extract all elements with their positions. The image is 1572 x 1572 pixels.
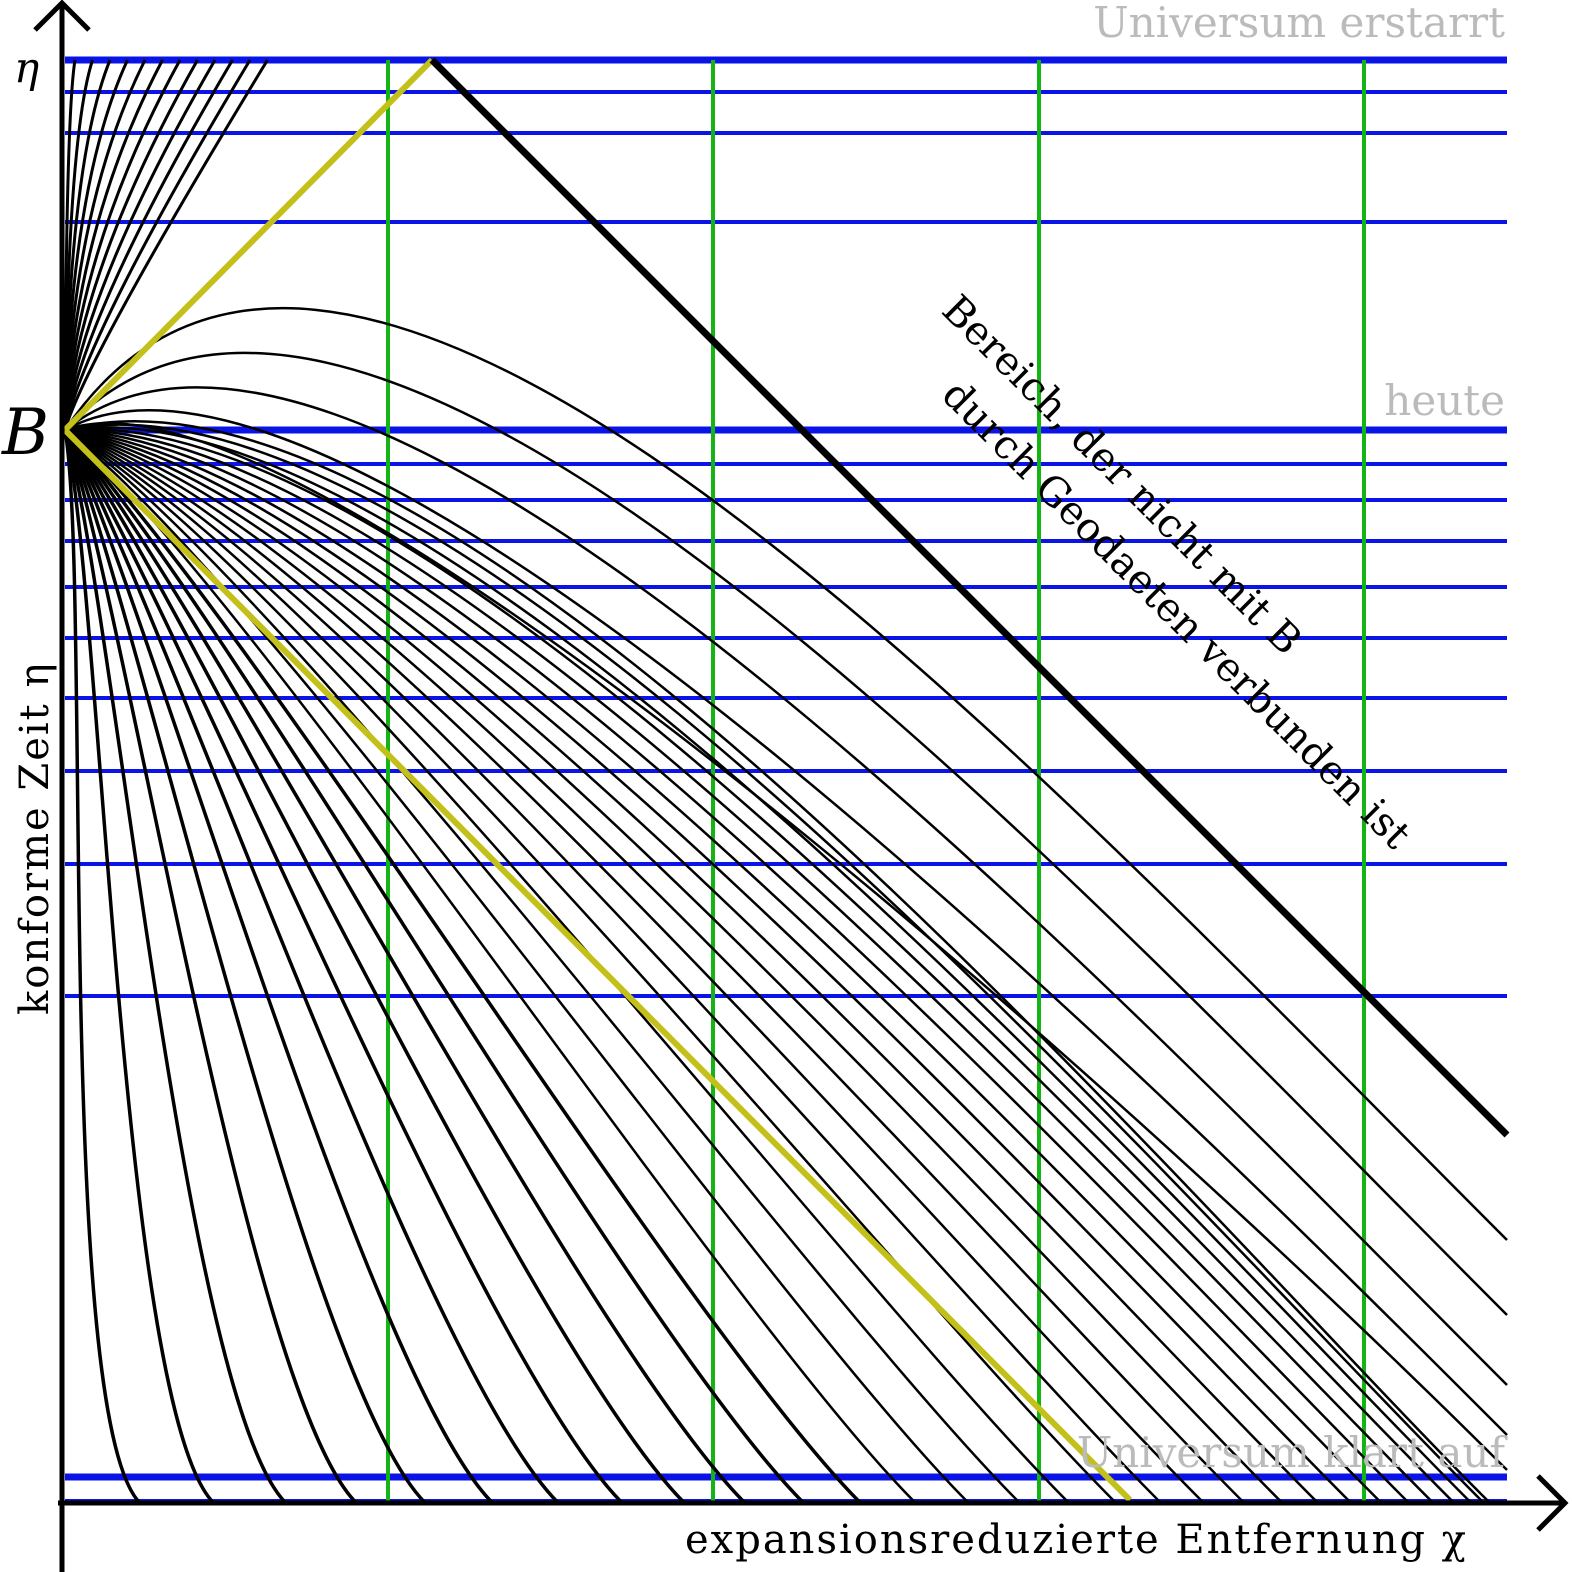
eta-label: η bbox=[14, 43, 39, 92]
geodesic bbox=[64, 428, 1284, 1504]
geodesic bbox=[64, 428, 1162, 1504]
geodesic bbox=[63, 429, 494, 1505]
geodesic bbox=[63, 428, 686, 1505]
geodesic bbox=[64, 422, 1508, 1471]
grid bbox=[65, 56, 1507, 1503]
x-axis-label: expansionsreduzierte Entfernung χ bbox=[685, 1517, 1468, 1563]
top-label: Universum erstarrt bbox=[1093, 0, 1505, 47]
geodesic bbox=[64, 428, 1319, 1504]
geodesic bbox=[64, 428, 1021, 1504]
horizon-line bbox=[429, 57, 1510, 1138]
geodesic bbox=[64, 420, 1491, 1504]
geodesic bbox=[64, 427, 1456, 1504]
y-axis bbox=[33, 0, 91, 1572]
light-cone-past bbox=[62, 427, 1133, 1503]
geodesic bbox=[64, 428, 1205, 1504]
y-axis-label: konforme Zeit η bbox=[12, 662, 58, 1015]
geodesic bbox=[64, 386, 1508, 1386]
today-label: heute bbox=[1384, 376, 1505, 425]
geodesic bbox=[63, 429, 560, 1505]
point-label: B bbox=[1, 396, 49, 470]
geodesic bbox=[64, 409, 1508, 1436]
geodesic bbox=[63, 429, 215, 1505]
geodesic bbox=[64, 423, 1485, 1504]
geodesic bbox=[63, 59, 182, 431]
geodesic bbox=[63, 59, 252, 431]
geodesic bbox=[64, 426, 1473, 1504]
geodesic bbox=[64, 428, 1246, 1504]
geodesic bbox=[63, 59, 234, 431]
geodesic bbox=[63, 429, 427, 1505]
geodesic bbox=[63, 429, 288, 1505]
x-axis bbox=[58, 1474, 1569, 1532]
geodesics bbox=[63, 59, 1508, 1505]
geodesic bbox=[63, 429, 142, 1505]
geodesic bbox=[63, 428, 805, 1505]
geodesic bbox=[64, 351, 1508, 1316]
geodesic bbox=[64, 429, 970, 1504]
geodesic bbox=[63, 429, 358, 1505]
geodesic bbox=[64, 428, 1435, 1504]
light-cone-future bbox=[62, 57, 435, 433]
geodesic bbox=[64, 428, 1410, 1504]
region-label-2: durch Geodaeten verbunden ist bbox=[933, 372, 1420, 859]
geodesic bbox=[63, 59, 269, 431]
geodesic bbox=[63, 429, 624, 1505]
geodesic bbox=[64, 428, 1353, 1504]
geodesic bbox=[64, 429, 917, 1504]
geodesic bbox=[64, 428, 1383, 1504]
geodesic bbox=[63, 59, 199, 431]
geodesic bbox=[63, 307, 1508, 1241]
geodesic bbox=[63, 428, 862, 1505]
geodesic bbox=[63, 59, 217, 431]
region-label-1: Bereich, der nicht mit B bbox=[933, 287, 1310, 664]
geodesic bbox=[64, 428, 1117, 1504]
geodesic bbox=[63, 428, 747, 1505]
bottom-label: Universum klart auf bbox=[1077, 1428, 1509, 1477]
